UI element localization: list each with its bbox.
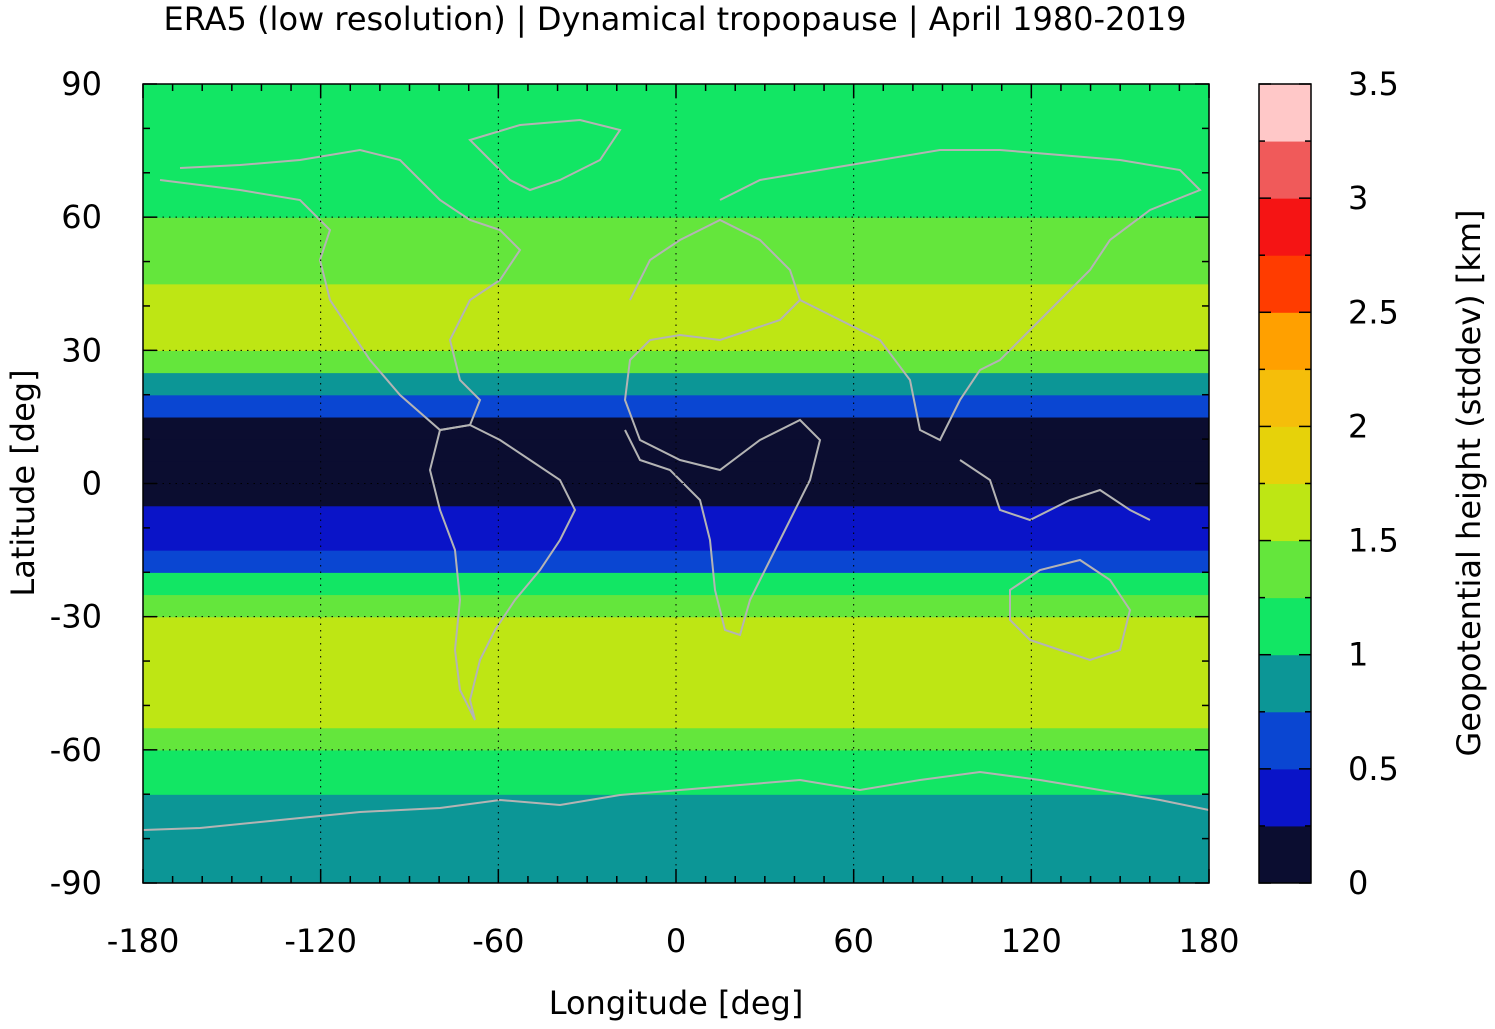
colorbar-tick-label: 2 — [1348, 407, 1368, 445]
heatmap-band — [143, 572, 1209, 596]
heatmap-band — [143, 816, 1209, 840]
colorbar-tick-label: 3.5 — [1348, 65, 1399, 103]
heatmap-band — [143, 661, 1209, 684]
y-tick-label: -30 — [50, 598, 102, 636]
colorbar-swatch — [1259, 597, 1311, 656]
heatmap-band — [143, 594, 1209, 618]
y-tick-label: 0 — [82, 465, 102, 503]
y-tick-labels: -90 -60 -30 0 30 60 90 — [50, 65, 102, 902]
y-tick-label: 90 — [61, 65, 102, 103]
y-tick-label: 60 — [61, 198, 102, 236]
heatmap-band — [143, 505, 1209, 529]
heatmap-band — [143, 461, 1209, 485]
heatmap-band — [143, 150, 1209, 174]
x-tick-label: 180 — [1178, 922, 1239, 960]
colorbar-swatch — [1259, 255, 1311, 313]
colorbar-tick-label: 1.5 — [1348, 522, 1399, 560]
x-tick-labels: -180 -120 -60 0 60 120 180 — [107, 922, 1240, 960]
y-tick-label: -90 — [50, 864, 102, 902]
ticks — [142, 83, 1210, 884]
heatmap-band — [143, 772, 1209, 795]
heatmap-band — [143, 683, 1209, 707]
x-tick-label: 0 — [666, 922, 686, 960]
colorbar-swatch — [1259, 84, 1311, 142]
colorbar-swatch — [1259, 312, 1311, 370]
colorbar-swatch — [1259, 654, 1311, 713]
heatmap-band — [143, 350, 1209, 374]
x-tick-label: -120 — [284, 922, 357, 960]
colorbar-label: Geopotential height (stddev) [km] — [1450, 209, 1488, 756]
coastlines — [143, 118, 1209, 831]
heatmap-band — [143, 217, 1209, 240]
colorbar-ticks — [1259, 83, 1311, 884]
heatmap-band — [143, 328, 1209, 351]
heatmap-band — [143, 283, 1209, 307]
y-axis-label: Latitude [deg] — [4, 369, 42, 596]
y-tick-label: 30 — [61, 331, 102, 369]
colorbar-swatch — [1259, 198, 1311, 256]
heatmap-band — [143, 727, 1209, 751]
heatmap-band — [143, 394, 1209, 418]
colorbar-swatch — [1259, 540, 1311, 599]
heatmap-band — [143, 128, 1209, 152]
colorbar-swatch — [1259, 711, 1311, 770]
y-tick-label: -60 — [50, 731, 102, 769]
heatmap-band — [143, 239, 1209, 263]
colorbar-swatch — [1259, 483, 1311, 542]
colorbar-swatch — [1259, 768, 1311, 827]
heatmap-band — [143, 550, 1209, 573]
heatmap-band — [143, 194, 1209, 218]
x-axis-label: Longitude [deg] — [549, 984, 804, 1022]
heatmap-band — [143, 172, 1209, 196]
colorbar-cells — [1259, 84, 1311, 884]
colorbar-tick-label: 1 — [1348, 636, 1368, 674]
heatmap-band — [143, 439, 1209, 462]
heatmap-band — [143, 705, 1209, 729]
grid-lines — [143, 84, 1209, 883]
colorbar-tick-labels: 0 0.5 1 1.5 2 2.5 3 3.5 — [1348, 65, 1399, 902]
colorbar-tick-label: 0.5 — [1348, 750, 1399, 788]
colorbar-tick-label: 0 — [1348, 864, 1368, 902]
x-tick-label: -60 — [472, 922, 524, 960]
colorbar-swatch — [1259, 426, 1311, 484]
colorbar-swatch — [1259, 825, 1311, 884]
heatmap-band — [143, 838, 1209, 862]
heatmap-band — [143, 616, 1209, 640]
x-tick-label: 120 — [1001, 922, 1062, 960]
colorbar-swatch — [1259, 369, 1311, 427]
chart-title: ERA5 (low resolution) | Dynamical tropop… — [163, 0, 1186, 38]
x-tick-label: 60 — [833, 922, 874, 960]
colorbar-swatch — [1259, 141, 1311, 199]
x-tick-label: -180 — [107, 922, 180, 960]
colorbar-tick-label: 2.5 — [1348, 293, 1399, 331]
colorbar-tick-label: 3 — [1348, 179, 1368, 217]
heatmap-band — [143, 305, 1209, 329]
